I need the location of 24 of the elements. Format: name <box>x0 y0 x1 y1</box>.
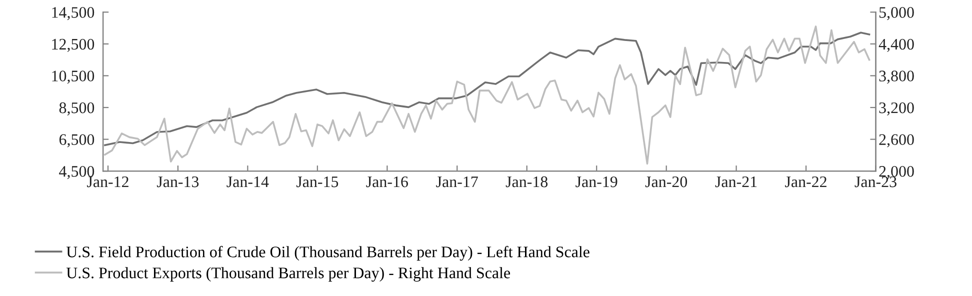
y-tick-label: 14,500 <box>52 7 94 20</box>
x-tick-label: Jan-13 <box>156 176 199 188</box>
x-tick-label: Jan-20 <box>645 176 688 188</box>
x-tick-label: Jan-21 <box>715 176 757 188</box>
y-tick-label: 8,500 <box>59 102 94 116</box>
y2-tick-label: 3,800 <box>879 70 914 84</box>
y2-tick-label: 2,600 <box>879 134 914 148</box>
line-series <box>104 32 870 146</box>
legend-label: U.S. Field Production of Crude Oil (Thousand Barrels per Day) - Left Hand Scale <box>66 246 590 261</box>
legend-label: U.S. Product Exports (Thousand Barrels per Day) - Right Hand Scale <box>66 267 510 282</box>
y2-tick-label: 5,000 <box>879 7 914 20</box>
y-tick-label: 6,500 <box>59 134 94 148</box>
x-tick-label: Jan-22 <box>785 176 826 188</box>
x-tick-label: Jan-16 <box>366 176 408 188</box>
x-tick-label: Jan-14 <box>226 176 269 188</box>
x-tick-label: Jan-19 <box>576 176 618 188</box>
y-tick-label: 10,500 <box>52 70 94 84</box>
x-tick-label: Jan-18 <box>506 176 548 188</box>
x-tick-label: Jan-15 <box>296 176 338 188</box>
line-series <box>104 26 870 165</box>
y2-tick-label: 3,200 <box>879 102 914 116</box>
y2-tick-label: 4,400 <box>878 38 914 52</box>
x-tick-label: Jan-17 <box>436 176 478 188</box>
y-tick-label: 12,500 <box>52 38 94 52</box>
